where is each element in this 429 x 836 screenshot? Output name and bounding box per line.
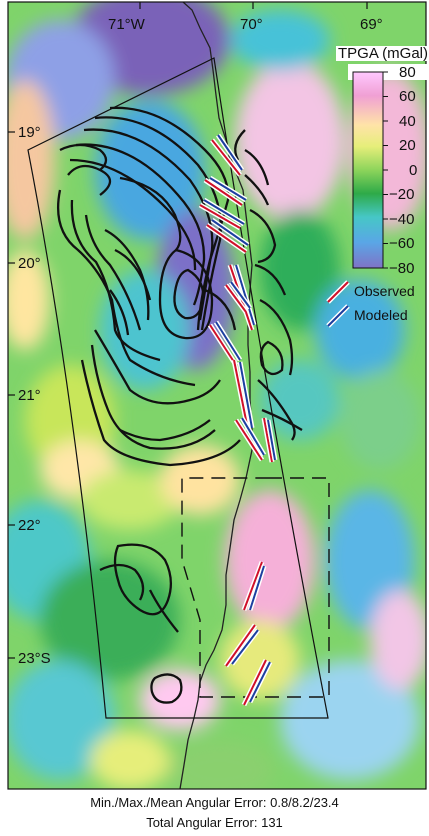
coastline <box>179 1 253 790</box>
contours <box>56 106 303 704</box>
lat-label-20: 20° <box>18 255 41 272</box>
colorbar-tick: 80 <box>399 64 416 81</box>
bar-pair <box>205 217 250 255</box>
bar-pair <box>198 197 246 231</box>
stress-bars <box>198 133 278 707</box>
colorbar-tick: −60 <box>389 235 415 252</box>
lat-label-22: 22° <box>18 517 41 534</box>
legend-observed-swatch <box>327 281 349 303</box>
total-angular-error: Total Angular Error: 131 <box>146 815 283 830</box>
colorbar-tick: −80 <box>389 260 415 277</box>
colorbar-tick: 60 <box>399 88 416 105</box>
model-region-outline <box>27 57 329 719</box>
bar-pair <box>241 561 267 611</box>
bar-pair <box>261 417 278 463</box>
bar-pair <box>203 175 248 208</box>
bar-pair <box>207 320 243 367</box>
bar-pair <box>231 359 255 431</box>
lon-label-71w: 71°W <box>108 16 145 33</box>
colorbar-tick: −20 <box>389 186 415 203</box>
bar-pair <box>223 280 253 314</box>
dashed-region-outline <box>181 477 330 698</box>
colorbar-tick: −40 <box>389 211 415 228</box>
lat-label-19: 19° <box>18 124 41 141</box>
gravity-anomaly-map <box>7 1 428 790</box>
bar-pair <box>210 133 245 177</box>
angular-error-stats: Min./Max./Mean Angular Error: 0.8/8.2/23… <box>90 795 339 810</box>
bar-pair <box>223 623 260 668</box>
legend-swatches <box>326 280 350 328</box>
legend-modeled-label: Modeled <box>354 307 408 323</box>
colorbar-title: TPGA (mGal) <box>336 45 429 62</box>
lat-label-21: 21° <box>18 387 41 404</box>
lon-label-69: 69° <box>360 16 383 33</box>
map-ticks <box>8 2 368 659</box>
bar-pair <box>233 416 267 462</box>
lon-label-70: 70° <box>240 16 263 33</box>
colorbar-tick: 40 <box>399 113 416 130</box>
colorbar-tick: 20 <box>399 137 416 154</box>
colorbar <box>348 64 428 269</box>
legend-observed-label: Observed <box>354 283 415 299</box>
colorbar-tick: 0 <box>409 162 418 179</box>
legend-modeled-swatch <box>327 305 349 327</box>
lat-label-23s: 23°S <box>18 650 51 667</box>
bar-pair <box>241 658 273 707</box>
